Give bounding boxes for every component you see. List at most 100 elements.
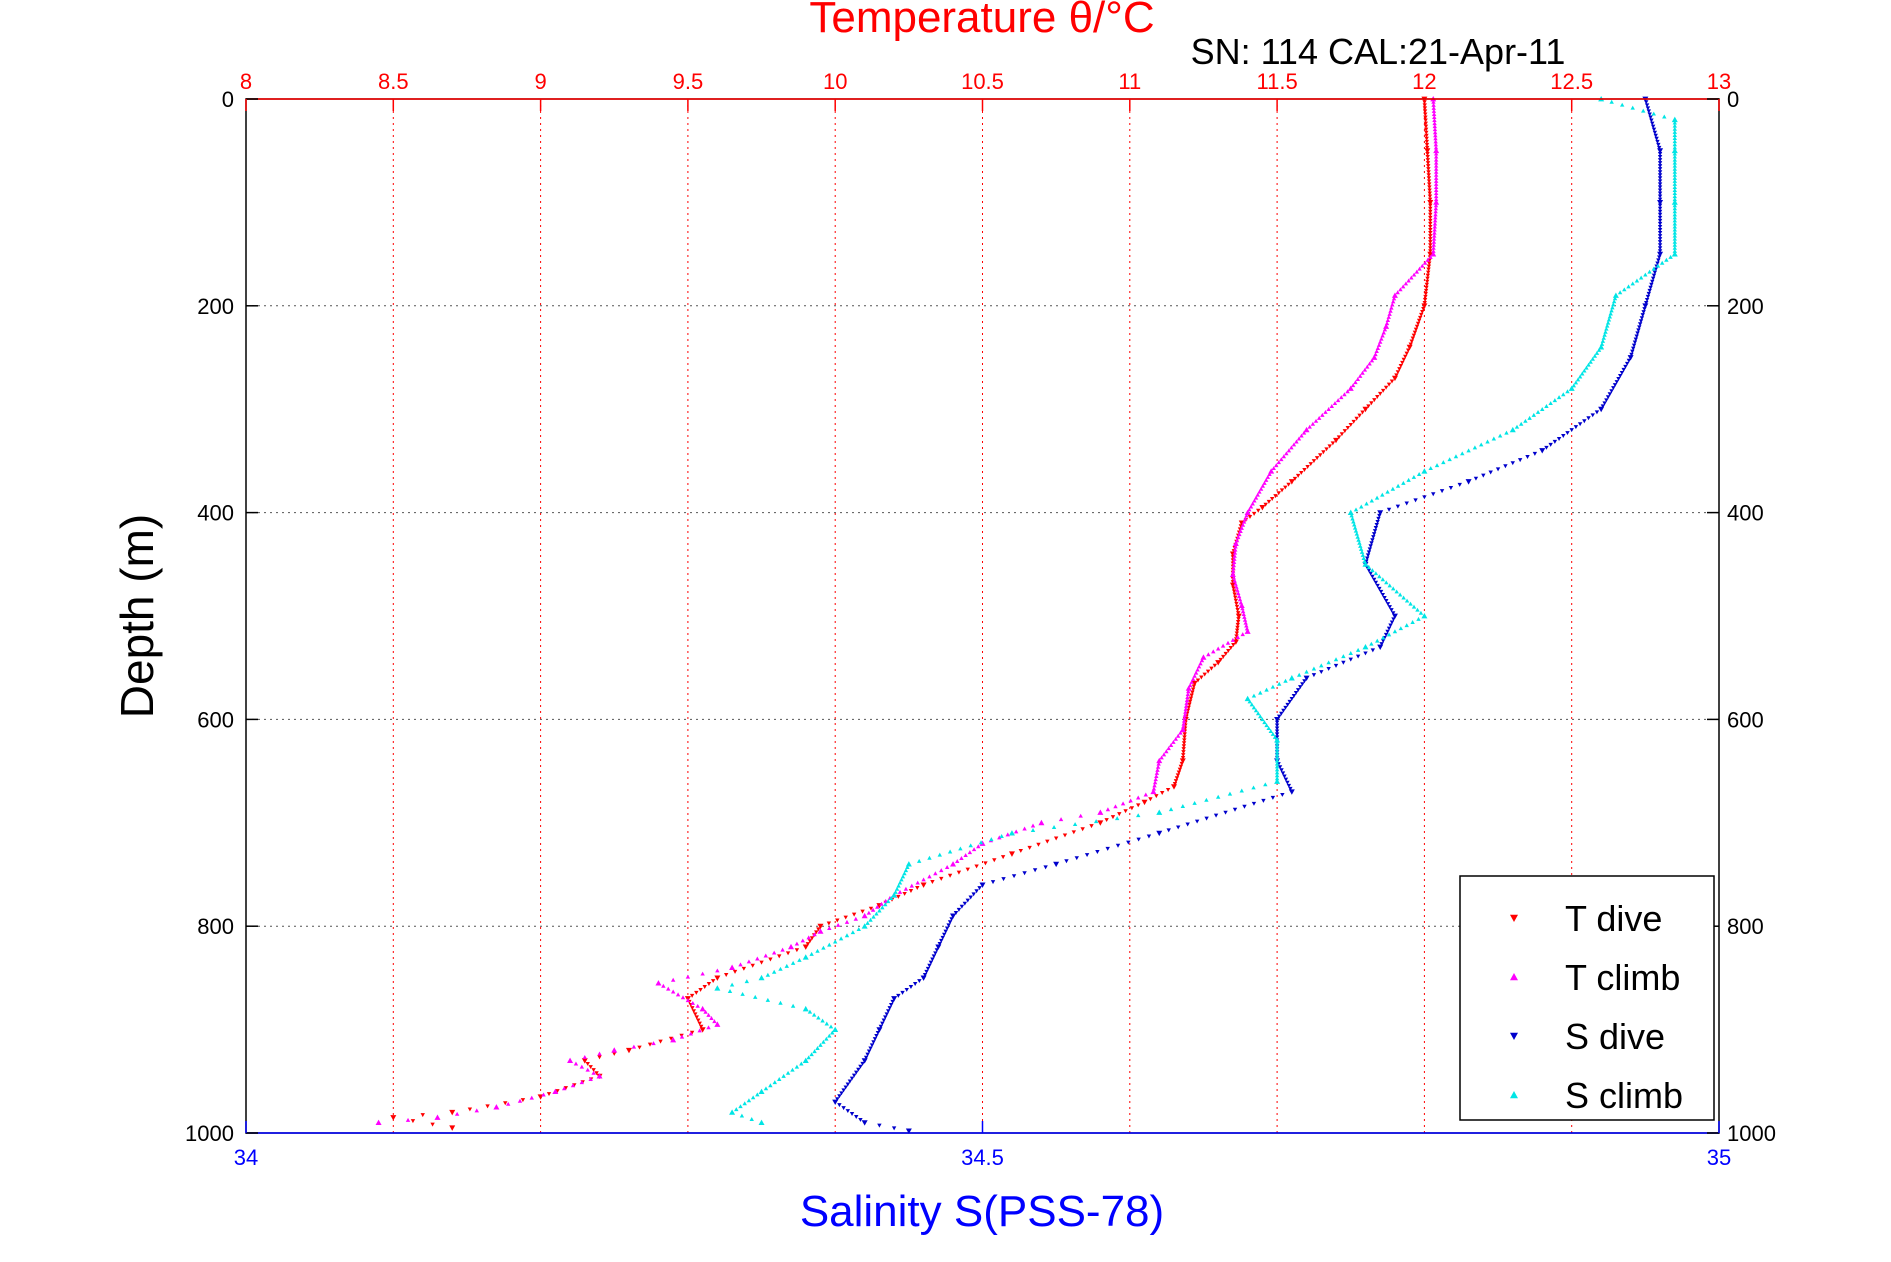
series-t-climb xyxy=(375,96,1440,1126)
data-point xyxy=(771,950,777,955)
data-point xyxy=(909,883,914,888)
data-point xyxy=(851,1073,857,1078)
data-point xyxy=(1318,453,1323,458)
data-point xyxy=(1184,697,1190,702)
data-point xyxy=(1466,448,1471,453)
data-point xyxy=(971,847,977,852)
data-point xyxy=(1400,284,1406,289)
data-point xyxy=(821,945,826,950)
data-point xyxy=(1168,743,1174,748)
data-point xyxy=(1171,739,1176,744)
data-point xyxy=(1596,347,1602,352)
data-point xyxy=(1556,395,1562,400)
data-point xyxy=(1372,398,1377,403)
data-point xyxy=(1433,157,1439,162)
data-point xyxy=(698,987,703,992)
data-point xyxy=(611,1047,618,1053)
data-point xyxy=(1252,498,1257,503)
data-point xyxy=(410,1119,416,1124)
data-point xyxy=(1175,825,1181,830)
data-point xyxy=(917,979,922,984)
data-point xyxy=(871,1040,876,1045)
data-point xyxy=(1386,382,1392,387)
data-point xyxy=(1377,574,1382,579)
data-point xyxy=(1194,819,1200,824)
data-point xyxy=(1575,377,1581,382)
data-point xyxy=(928,960,934,965)
data-point xyxy=(1274,761,1280,766)
data-point xyxy=(997,835,1002,840)
data-point xyxy=(1205,669,1211,674)
data-point xyxy=(695,1003,700,1008)
data-point xyxy=(1427,251,1434,258)
data-point xyxy=(1264,687,1269,692)
data-point xyxy=(850,930,856,935)
data-point xyxy=(1283,485,1288,490)
data-point xyxy=(1359,504,1364,509)
data-point xyxy=(815,948,820,953)
data-point xyxy=(1362,367,1368,372)
data-point xyxy=(1179,726,1186,733)
data-point xyxy=(1395,504,1401,509)
data-point xyxy=(780,947,785,952)
data-point xyxy=(849,1076,855,1081)
data-point xyxy=(520,1098,526,1103)
data-point xyxy=(1319,663,1324,668)
data-point xyxy=(1380,577,1386,582)
data-point xyxy=(1379,336,1384,341)
data-point xyxy=(1655,261,1660,266)
data-point xyxy=(1561,434,1566,438)
data-point xyxy=(1631,346,1636,351)
data-point xyxy=(1362,406,1369,413)
data-point xyxy=(1404,598,1410,603)
data-point xyxy=(1427,188,1432,193)
data-point xyxy=(1433,188,1439,192)
data-point xyxy=(1535,409,1541,414)
data-point xyxy=(693,1012,698,1017)
data-point xyxy=(888,1003,894,1007)
data-point xyxy=(1238,602,1245,609)
data-point xyxy=(794,941,800,946)
data-point xyxy=(1426,167,1431,172)
data-point xyxy=(1368,571,1373,576)
data-point xyxy=(1375,519,1380,524)
data-point xyxy=(474,1108,479,1113)
data-point xyxy=(891,892,898,898)
data-point xyxy=(1233,544,1238,549)
data-point xyxy=(1008,851,1015,857)
data-point xyxy=(1672,224,1678,229)
data-point xyxy=(1649,282,1654,287)
data-point xyxy=(1432,118,1437,123)
data-point xyxy=(1387,583,1392,588)
data-point xyxy=(1191,680,1198,687)
data-point xyxy=(1408,342,1413,347)
data-point xyxy=(1662,114,1667,119)
data-point xyxy=(868,917,873,922)
data-point xyxy=(546,1092,552,1097)
data-point xyxy=(963,853,968,858)
data-point xyxy=(1175,733,1181,738)
data-point xyxy=(1011,874,1017,879)
data-point xyxy=(1319,670,1324,675)
data-point xyxy=(1509,426,1516,433)
data-point xyxy=(1204,797,1209,802)
data-point xyxy=(916,858,922,863)
data-point xyxy=(1178,730,1183,735)
data-point xyxy=(820,1018,825,1023)
data-point xyxy=(1431,102,1436,107)
data-point xyxy=(1425,257,1430,262)
data-point xyxy=(1231,575,1236,580)
data-point xyxy=(434,1114,441,1120)
data-point xyxy=(1600,404,1606,409)
data-point xyxy=(1525,455,1530,459)
data-point xyxy=(935,944,942,950)
data-point xyxy=(827,942,832,947)
data-point xyxy=(1657,215,1663,220)
data-point xyxy=(651,1041,656,1046)
data-point xyxy=(1064,859,1069,864)
data-point xyxy=(1371,535,1376,540)
data-point xyxy=(1258,690,1263,695)
data-point xyxy=(1652,130,1658,135)
data-point xyxy=(832,1026,839,1032)
data-point xyxy=(1225,640,1231,645)
